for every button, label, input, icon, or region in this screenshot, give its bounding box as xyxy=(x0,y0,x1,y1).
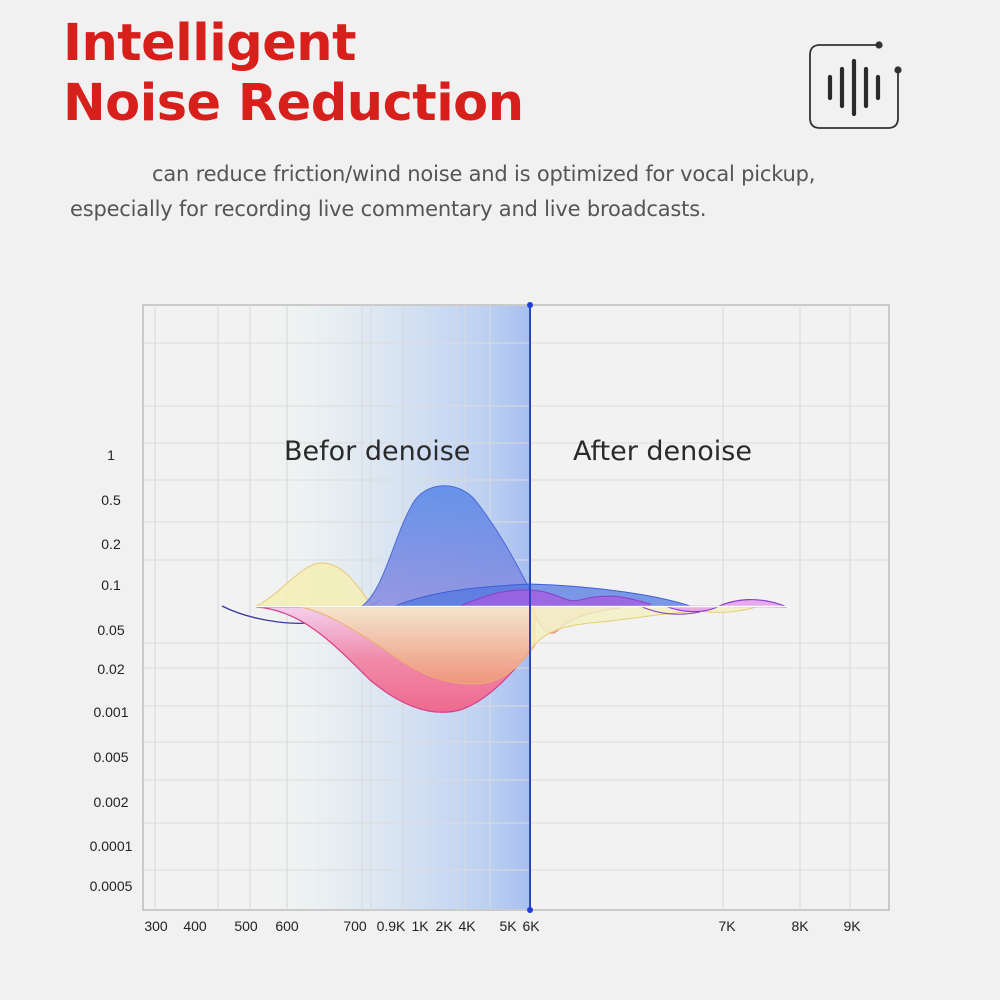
title-line-1: Intelligent xyxy=(63,14,356,73)
y-tick: 0.02 xyxy=(97,661,125,677)
page-title: Intelligent Noise Reduction xyxy=(63,14,524,134)
x-tick: 500 xyxy=(234,918,258,934)
x-tick: 4K xyxy=(458,918,476,934)
waves xyxy=(221,485,790,713)
y-tick: 0.005 xyxy=(93,749,129,765)
y-tick: 1 xyxy=(107,447,115,463)
x-tick: 9K xyxy=(843,918,861,934)
description-line-1: can reduce friction/wind noise and is op… xyxy=(152,162,816,186)
y-tick: 0.2 xyxy=(101,536,121,552)
x-tick: 2K xyxy=(435,918,453,934)
x-tick: 8K xyxy=(791,918,809,934)
title-line-2: Noise Reduction xyxy=(63,74,524,133)
y-tick: 0.0001 xyxy=(89,838,133,854)
x-tick: 700 xyxy=(343,918,367,934)
x-tick: 0.9K xyxy=(376,918,406,934)
description: can reduce friction/wind noise and is op… xyxy=(70,157,930,227)
before-denoise-label: Befor denoise xyxy=(284,436,471,467)
x-tick: 5K xyxy=(499,918,517,934)
x-tick: 300 xyxy=(144,918,168,934)
x-tick: 7K xyxy=(718,918,736,934)
audio-waveform-icon xyxy=(806,40,906,132)
y-tick: 0.0005 xyxy=(89,878,133,894)
y-tick: 0.5 xyxy=(101,492,121,508)
y-tick: 0.001 xyxy=(93,704,129,720)
x-tick: 6K xyxy=(522,918,540,934)
after-denoise-label: After denoise xyxy=(573,436,752,467)
x-tick: 600 xyxy=(275,918,299,934)
x-tick: 400 xyxy=(183,918,207,934)
x-tick: 1K xyxy=(411,918,429,934)
y-tick: 0.05 xyxy=(97,622,125,638)
y-tick: 0.1 xyxy=(101,577,121,593)
description-line-2: especially for recording live commentary… xyxy=(70,197,707,221)
y-tick: 0.002 xyxy=(93,794,129,810)
